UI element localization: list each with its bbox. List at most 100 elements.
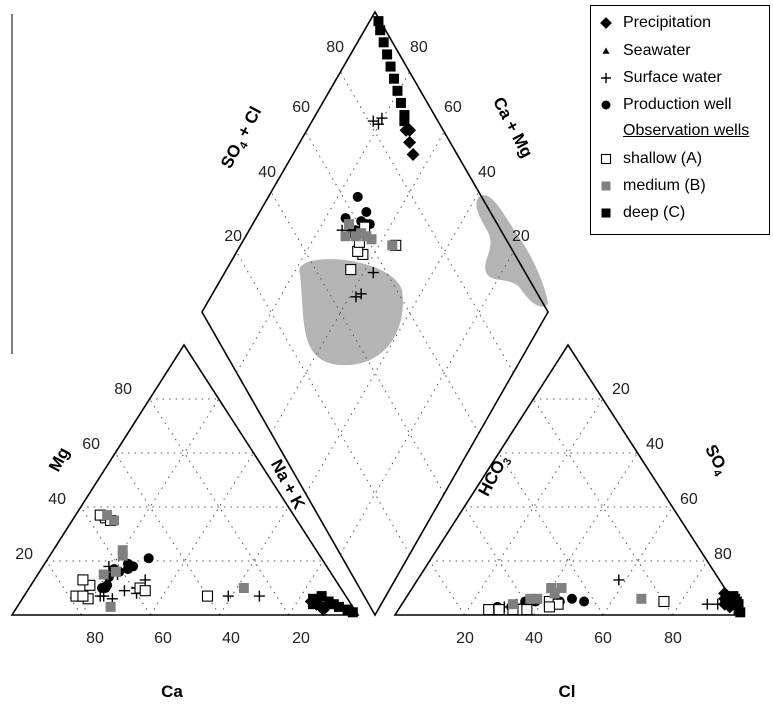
- production-anion-point-6: [566, 593, 577, 604]
- legend-group-heading: Observation wells: [623, 122, 750, 139]
- legend-item-4: shallow (A): [591, 148, 769, 170]
- legend-item-3: Production well: [591, 94, 769, 116]
- medium-diamond-point-5: [344, 219, 355, 230]
- legend-marker-shape-6: [601, 208, 611, 218]
- shallow-diamond-point-2: [352, 245, 364, 257]
- so4-main: SO: [701, 441, 729, 472]
- legend-item-1: Seawater: [591, 40, 769, 62]
- diamond-frame: [201, 10, 549, 617]
- anion-grid-a-4: [532, 398, 674, 616]
- shallow-cation-point-7: [201, 590, 214, 602]
- surface-anion-point-2: [712, 598, 724, 610]
- cation-bottom-tick-40: 40: [222, 630, 240, 647]
- shallow-diamond-point-0: [345, 264, 357, 276]
- legend: Precipitation Seawater Surface water Produc…: [590, 5, 770, 235]
- deep-diamond-point-1: [399, 110, 410, 121]
- shallow-anion-point-0: [483, 604, 495, 616]
- medium-anion-point-4: [549, 588, 560, 599]
- medium-anion-point-2: [532, 593, 543, 604]
- deep-cation-point-1: [308, 593, 319, 604]
- surface-diamond-point-6: [372, 118, 384, 130]
- deep-diamond-point-8: [375, 25, 386, 36]
- deep-diamond-point-9: [373, 16, 384, 27]
- cation-bottom-tick-60: 60: [154, 630, 172, 647]
- legend-label-6: deep (C): [623, 204, 686, 221]
- deep-diamond-point-4: [389, 73, 400, 84]
- legend-marker-shape-5: [601, 181, 611, 191]
- medium-anion-point-3: [546, 583, 557, 593]
- cation-grid-a-4: [149, 398, 290, 616]
- medium-cation-point-3: [117, 550, 128, 561]
- cation-left-tick-20: 20: [15, 546, 33, 563]
- surface-diamond-point-3: [367, 267, 379, 279]
- deep-diamond-point-7: [378, 37, 389, 48]
- deep-diamond-point-0: [399, 116, 410, 127]
- deep-diamond-point-3: [392, 85, 403, 96]
- anion-right-tick-60: 60: [680, 491, 698, 508]
- surface-diamond-point-4: [376, 112, 388, 124]
- hco3-sub: 3: [501, 456, 514, 467]
- anion-right-tick-40: 40: [646, 436, 664, 453]
- anion-bottom-tick-20: 20: [456, 630, 474, 647]
- medium-anion-point-0: [507, 599, 518, 610]
- production-cation-point-8: [122, 558, 133, 569]
- surface-diamond-point-1: [350, 291, 362, 303]
- legend-label-3: Production well: [623, 96, 732, 113]
- legend-marker-2: [601, 73, 611, 83]
- axis-label-mg: Mg: [45, 444, 73, 475]
- legend-marker-shape-2: [601, 73, 611, 83]
- legend-marker-shape-0: [600, 17, 612, 29]
- axis-label-hco3: HCO3: [474, 452, 514, 501]
- so4cl-rest: + Cl: [231, 103, 265, 144]
- cation-left-tick-60: 60: [82, 436, 100, 453]
- legend-item-0: Precipitation: [591, 12, 769, 34]
- legend-item-2: Surface water: [591, 67, 769, 89]
- cation-left-tick-80: 80: [114, 381, 132, 398]
- legend-marker-shape-3: [601, 100, 611, 110]
- medium-cation-point-0: [105, 601, 116, 612]
- anion-right-tick-80: 80: [714, 546, 732, 563]
- deep-anion-point-3: [733, 599, 744, 610]
- anion-bottom-tick-60: 60: [594, 630, 612, 647]
- medium-diamond-point-6: [387, 240, 398, 251]
- medium-diamond-point-1: [356, 228, 367, 239]
- medium-diamond-point-2: [361, 231, 372, 242]
- diamond-left-tick-60: 60: [292, 99, 310, 116]
- deep-anion-point-5: [735, 607, 746, 618]
- medium-cation-point-1: [98, 569, 109, 580]
- cation-grid-b-4: [288, 560, 324, 616]
- anion-bottom-tick-80: 80: [664, 630, 682, 647]
- cation-bottom-tick-80: 80: [86, 630, 104, 647]
- legend-label-2: Surface water: [623, 69, 722, 86]
- diamond-left-tick-20: 20: [224, 228, 242, 245]
- legend-marker-6: [601, 208, 611, 218]
- shallow-cation-point-2: [77, 590, 89, 602]
- legend-label-1: Seawater: [623, 42, 691, 59]
- production-cation-point-9: [143, 553, 154, 564]
- surface-anion-point-0: [613, 574, 625, 586]
- legend-label-4: shallow (A): [623, 150, 703, 167]
- surface-cation-point-9: [253, 590, 265, 602]
- medium-anion-point-5: [556, 583, 567, 593]
- deep-cation-point-6: [342, 604, 353, 615]
- cation-left-tick-40: 40: [48, 491, 66, 508]
- precipitation-diamond-point-1: [403, 135, 417, 149]
- sample-points: [70, 16, 746, 618]
- cation-grid-b-3: [219, 506, 289, 616]
- axis-label-ca-mg: Ca + Mg: [489, 94, 537, 161]
- shallow-cation-point-6: [139, 585, 151, 597]
- legend-marker-4: [600, 153, 612, 165]
- anion-grid-a-1: [429, 560, 465, 616]
- medium-cation-point-5: [109, 515, 120, 526]
- grid-lines: [45, 71, 708, 616]
- legend-marker-1: [602, 47, 610, 54]
- medium-cation-point-2: [110, 566, 121, 577]
- legend-item-5: medium (B): [591, 175, 769, 197]
- anion-right-tick-20: 20: [612, 381, 630, 398]
- shallow-anion-point-6: [543, 601, 555, 613]
- medium-diamond-point-3: [366, 234, 377, 245]
- deep-cation-point-2: [316, 591, 327, 602]
- sample-fields: [299, 195, 548, 366]
- medium-cation-point-4: [117, 545, 128, 556]
